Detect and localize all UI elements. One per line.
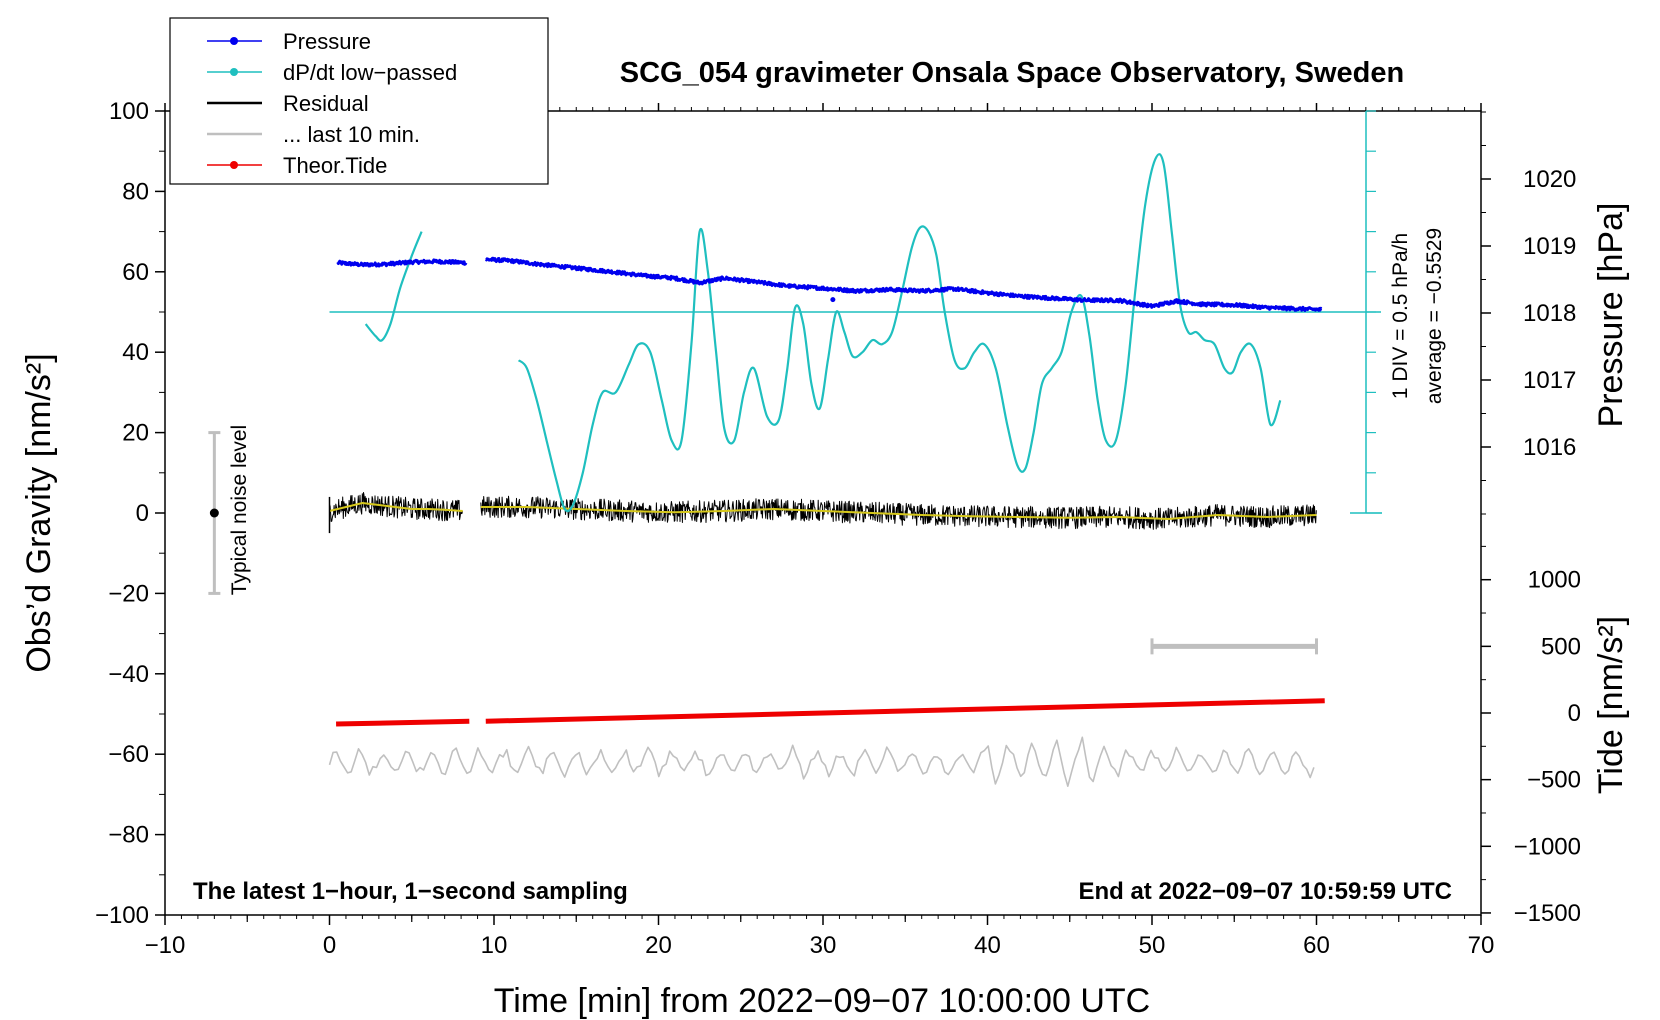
x-tick-label: 40 bbox=[974, 932, 1001, 959]
residual-line bbox=[329, 492, 463, 522]
residual-smoothed-line bbox=[329, 502, 463, 512]
y-tick-label: −80 bbox=[108, 822, 149, 849]
x-tick-label: −10 bbox=[145, 932, 186, 959]
y-tick-label: 40 bbox=[122, 339, 149, 366]
residual-layer bbox=[328, 492, 1317, 534]
legend: Pressure dP/dt low−passed Residual ... last… bbox=[169, 17, 549, 185]
misc-marks-layer bbox=[208, 431, 1318, 655]
pressure-line bbox=[484, 256, 1323, 312]
noise-level-label: Typical noise level bbox=[228, 425, 251, 595]
tide-axis-title: Tide [nm/s²] bbox=[1592, 616, 1630, 794]
tide-axis-ticks: −1500 −1000 −500 0 500 1000 bbox=[1481, 545, 1581, 927]
tide-line bbox=[485, 698, 1325, 724]
y-tick-label: −40 bbox=[108, 661, 149, 688]
pressure-line bbox=[336, 258, 468, 268]
x-tick-label: 10 bbox=[481, 932, 508, 959]
legend-label: Pressure bbox=[283, 29, 371, 54]
dpdt-curve bbox=[364, 231, 423, 342]
tide-tick-label: 0 bbox=[1568, 700, 1581, 727]
sampling-annotation: The latest 1−hour, 1−second sampling bbox=[193, 878, 628, 905]
y-tick-label: −60 bbox=[108, 741, 149, 768]
dpdt-scale-label: 1 DIV = 0.5 hPa/h bbox=[1389, 233, 1412, 399]
tide-tick-label: −1000 bbox=[1514, 833, 1581, 860]
x-tick-label: 60 bbox=[1303, 932, 1330, 959]
y-tick-label: 100 bbox=[109, 98, 149, 125]
y-tick-label: 80 bbox=[122, 178, 149, 205]
legend-swatch-marker bbox=[230, 68, 238, 76]
legend-box bbox=[169, 17, 549, 185]
y-axis-title: Obs’d Gravity [nm/s²] bbox=[20, 353, 58, 672]
noise-bar-center bbox=[209, 508, 219, 518]
dpdt-layer bbox=[329, 153, 1381, 513]
pressure-tick-label: 1017 bbox=[1523, 367, 1576, 394]
tide-tick-label: −1500 bbox=[1514, 900, 1581, 927]
x-tick-label: 0 bbox=[323, 932, 336, 959]
x-axis-title: Time [min] from 2022−09−07 10:00:00 UTC bbox=[494, 982, 1150, 1020]
y-axis-ticks: −100 −80 −60 −40 −20 0 20 40 60 80 100 bbox=[95, 98, 165, 929]
tide-tick-label: 1000 bbox=[1528, 567, 1581, 594]
pressure-outlier bbox=[830, 297, 836, 303]
x-axis-ticks: −10 0 10 20 30 40 50 60 70 bbox=[145, 103, 1495, 959]
x-tick-label: 20 bbox=[645, 932, 672, 959]
residual-line bbox=[480, 495, 1317, 530]
pressure-tick-label: 1018 bbox=[1523, 300, 1576, 327]
y-tick-label: −20 bbox=[108, 580, 149, 607]
y-tick-label: 20 bbox=[122, 420, 149, 447]
chart-title: SCG_054 gravimeter Onsala Space Observat… bbox=[620, 57, 1404, 89]
offset-residual-line bbox=[328, 736, 1315, 788]
pressure-tick-label: 1019 bbox=[1523, 233, 1576, 260]
legend-label: Theor.Tide bbox=[283, 153, 387, 178]
end-time-annotation: End at 2022−09−07 10:59:59 UTC bbox=[1078, 878, 1452, 905]
tide-layer bbox=[336, 698, 1325, 727]
y-tick-label: 60 bbox=[122, 259, 149, 286]
x-tick-label: 30 bbox=[810, 932, 837, 959]
tide-tick-label: 500 bbox=[1541, 633, 1581, 660]
pressure-tick-label: 1020 bbox=[1523, 166, 1576, 193]
y-tick-label: 0 bbox=[136, 500, 149, 527]
offset-residual-layer bbox=[328, 736, 1315, 788]
residual-smoothed-line bbox=[480, 506, 1317, 520]
dpdt-average-label: average = −0.5529 bbox=[1423, 228, 1446, 404]
y-tick-label: −100 bbox=[95, 902, 149, 929]
x-tick-label: 70 bbox=[1468, 932, 1495, 959]
legend-label: Residual bbox=[283, 91, 369, 116]
pressure-axis-ticks: 1016 1017 1018 1019 1020 bbox=[1481, 111, 1576, 515]
pressure-layer bbox=[336, 256, 1323, 312]
legend-swatch-marker bbox=[230, 161, 238, 169]
dpdt-curve bbox=[517, 153, 1282, 513]
legend-label: dP/dt low−passed bbox=[283, 60, 457, 85]
legend-label: ... last 10 min. bbox=[283, 122, 420, 147]
tide-tick-label: −500 bbox=[1527, 767, 1581, 794]
legend-swatch-marker bbox=[230, 37, 238, 45]
pressure-tick-label: 1016 bbox=[1523, 434, 1576, 461]
pressure-axis-title: Pressure [hPa] bbox=[1592, 203, 1630, 428]
tide-line bbox=[336, 718, 470, 727]
x-tick-label: 50 bbox=[1139, 932, 1166, 959]
